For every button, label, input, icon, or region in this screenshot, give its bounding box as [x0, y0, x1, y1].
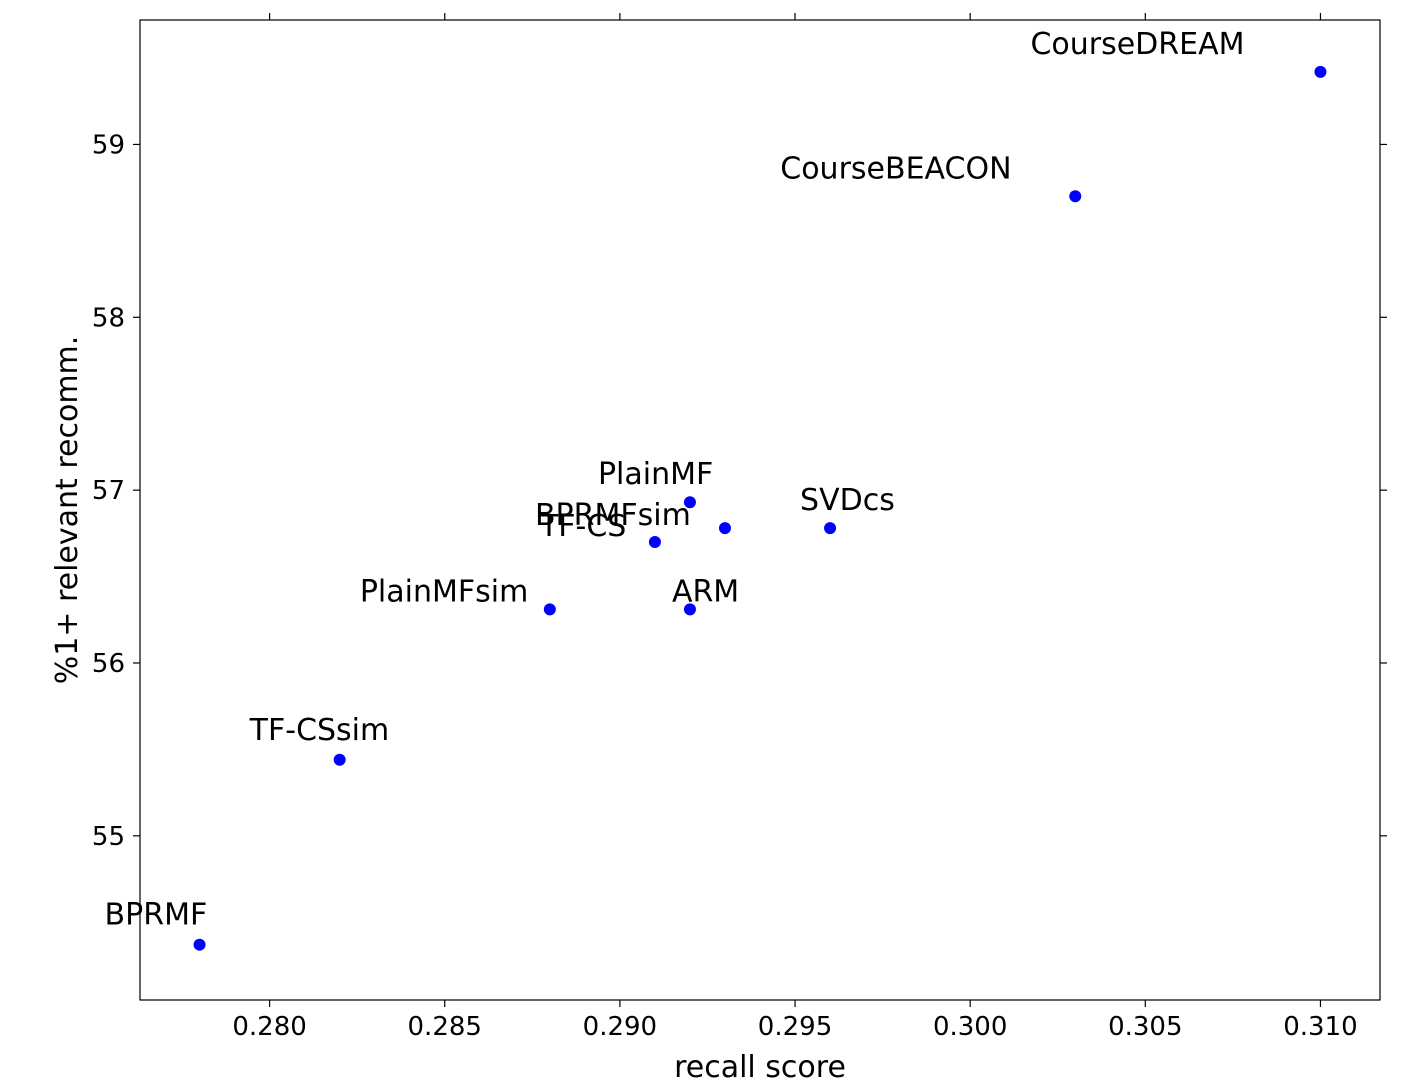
y-tick-label: 55 — [92, 822, 125, 852]
x-tick-label: 0.290 — [583, 1012, 657, 1042]
point-label: PlainMFsim — [360, 574, 529, 609]
scatter-chart: 0.280 0.285 0.290 0.295 0.300 0.305 0.310 55 56 5… — [0, 0, 1403, 1087]
scatter-point — [649, 536, 661, 548]
point-label: PlainMF — [598, 457, 713, 492]
x-tick-label: 0.300 — [933, 1012, 1007, 1042]
x-tick-label: 0.280 — [232, 1012, 306, 1042]
scatter-point — [544, 603, 556, 615]
y-tick-label: 56 — [92, 649, 125, 679]
x-tick-label: 0.285 — [408, 1012, 482, 1042]
scatter-point — [334, 754, 346, 766]
point-label: SVDcs — [800, 483, 895, 518]
chart-svg: 0.280 0.285 0.290 0.295 0.300 0.305 0.310 55 56 5… — [0, 0, 1403, 1087]
point-label: TF-CSsim — [249, 713, 390, 748]
scatter-point — [1069, 190, 1081, 202]
plot-frame — [140, 20, 1380, 1000]
point-label: CourseDREAM — [1030, 27, 1244, 62]
point-label: BPRMFsim — [535, 498, 691, 533]
x-axis-label: recall score — [674, 1050, 846, 1085]
scatter-point — [1314, 66, 1326, 78]
y-tick-label: 57 — [92, 476, 125, 506]
x-tick-label: 0.310 — [1283, 1012, 1357, 1042]
scatter-point — [824, 522, 836, 534]
scatter-points: BPRMFTF-CSsimPlainMFsimARMTF-CSBPRMFsimP… — [105, 27, 1327, 951]
scatter-point — [684, 496, 696, 508]
scatter-point — [194, 939, 206, 951]
point-label: BPRMF — [105, 898, 208, 933]
x-tick-label: 0.295 — [758, 1012, 832, 1042]
y-axis-label: %1+ relevant recomm. — [50, 336, 85, 685]
scatter-point — [719, 522, 731, 534]
y-tick-label: 58 — [92, 303, 125, 333]
y-tick-label: 59 — [92, 131, 125, 161]
point-label: CourseBEACON — [780, 151, 1011, 186]
x-tick-label: 0.305 — [1108, 1012, 1182, 1042]
point-label: ARM — [672, 574, 739, 609]
